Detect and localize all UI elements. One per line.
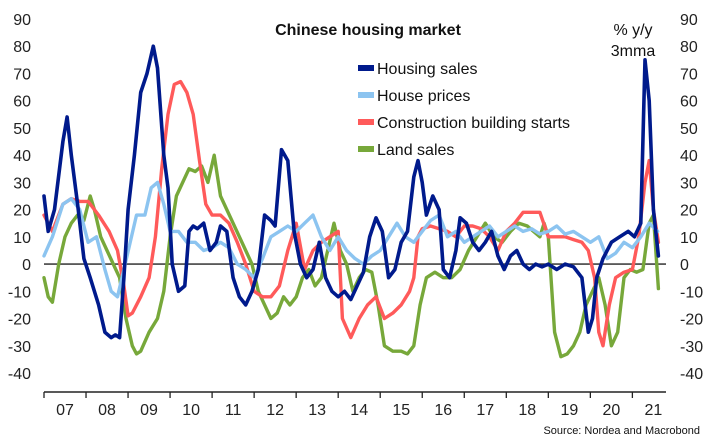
unit-label-line1: % y/y	[613, 22, 652, 39]
series-line-house-prices	[42, 180, 660, 299]
legend-label-construction-building-starts: Construction building starts	[377, 115, 570, 132]
x-tick-label: 08	[98, 402, 116, 419]
y-tick-label-right: 90	[680, 12, 698, 29]
x-tick-label: 07	[56, 402, 74, 419]
y-tick-label-right: 60	[680, 94, 698, 111]
y-tick-label-left: 90	[13, 12, 31, 29]
x-tick-label: 16	[434, 402, 452, 419]
x-tick-label: 20	[602, 402, 620, 419]
y-tick-label-right: 20	[680, 203, 698, 220]
x-tick-label: 21	[644, 402, 662, 419]
y-tick-label-right: 70	[680, 66, 698, 83]
x-tick-label: 12	[266, 402, 284, 419]
y-tick-label-left: -20	[8, 312, 31, 329]
y-tick-label-right: 80	[680, 39, 698, 56]
x-tick-label: 17	[476, 402, 494, 419]
y-tick-label-left: -10	[8, 284, 31, 301]
y-tick-label-right: 10	[680, 230, 698, 247]
unit-label-line2: 3mma	[611, 43, 656, 60]
legend-label-land-sales: Land sales	[377, 142, 454, 159]
x-tick-label: 11	[225, 402, 242, 419]
legend-label-housing-sales: Housing sales	[377, 61, 478, 78]
y-tick-label-right: 40	[680, 148, 698, 165]
source-note: Source: Nordea and Macrobond	[543, 425, 700, 437]
x-tick-label: 19	[560, 402, 578, 419]
legend-label-house-prices: House prices	[377, 88, 470, 105]
y-tick-label-left: 80	[13, 39, 31, 56]
x-tick-label: 09	[140, 402, 158, 419]
y-tick-label-left: 20	[13, 203, 31, 220]
legend: Housing sales House prices Construction bu…	[358, 61, 570, 159]
y-tick-label-right: -30	[680, 339, 703, 356]
y-tick-label-right: -40	[680, 366, 703, 383]
y-tick-label-right: 30	[680, 175, 698, 192]
axes: 90 90 80 80 70 70 60 60 50 50 40 40 30 30 20 20 10 10 0 0 -1…	[8, 12, 703, 419]
series-layer	[42, 44, 661, 359]
y-tick-label-left: 10	[13, 230, 31, 247]
y-tick-label-left: -40	[8, 366, 31, 383]
y-tick-label-right: 50	[680, 121, 698, 138]
y-tick-label-right: -10	[680, 284, 703, 301]
x-tick-label: 13	[308, 402, 326, 419]
y-tick-label-left: 70	[13, 66, 31, 83]
series-line-construction-building-starts	[42, 79, 661, 348]
y-tick-label-left: 60	[13, 94, 31, 111]
x-tick-label: 14	[350, 402, 368, 419]
y-tick-label-left: 30	[13, 175, 31, 192]
y-tick-label-left: -30	[8, 339, 31, 356]
x-tick-label: 18	[518, 402, 536, 419]
series-line-housing-sales	[42, 44, 661, 340]
y-tick-label-right: 0	[680, 257, 689, 274]
y-tick-label-left: 40	[13, 148, 31, 165]
y-tick-label-left: 0	[22, 257, 31, 274]
y-tick-label-left: 50	[13, 121, 31, 138]
x-tick-label: 15	[392, 402, 410, 419]
chart-title: Chinese housing market	[275, 22, 461, 39]
y-tick-label-right: -20	[680, 312, 703, 329]
x-tick-label: 10	[182, 402, 200, 419]
